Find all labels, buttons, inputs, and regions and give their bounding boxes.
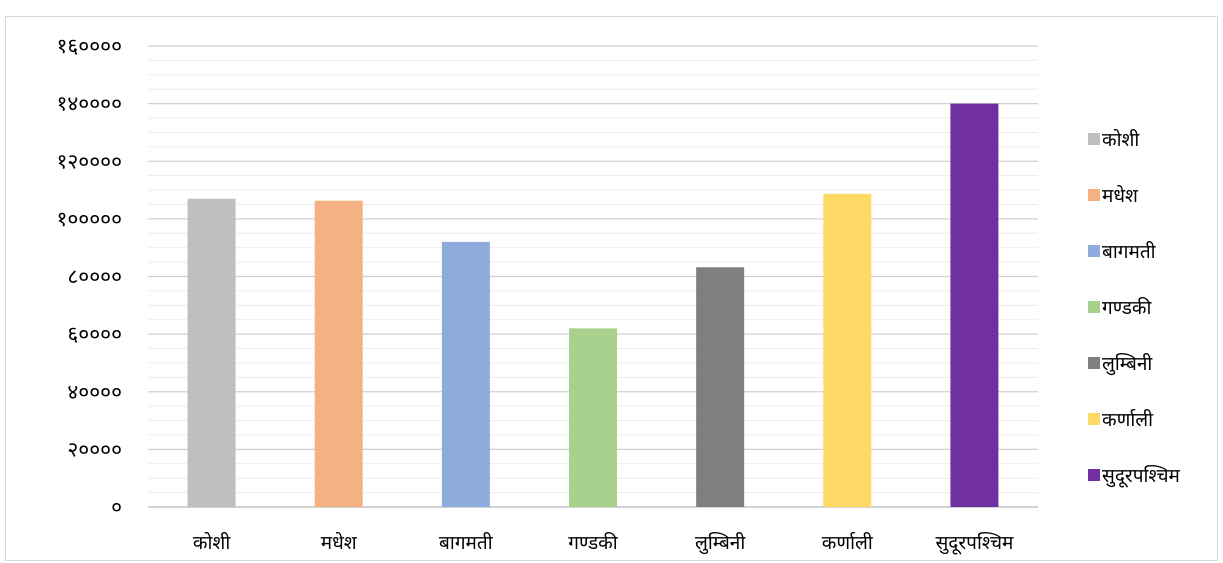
y-tick-label: ० <box>111 495 122 519</box>
bar-5 <box>696 267 745 507</box>
legend-swatch <box>1088 413 1100 425</box>
legend: कोशी मधेश बागमती गण्डकी लुम्बिनी कर्णाली सुदूर… <box>1088 128 1181 488</box>
y-tick-label: ४०००० <box>67 380 122 404</box>
x-category-label: कोशी <box>193 531 231 554</box>
legend-swatch <box>1088 469 1100 481</box>
legend-swatch <box>1088 301 1100 313</box>
legend-label: कोशी <box>1102 128 1140 151</box>
bar-1 <box>187 198 236 508</box>
y-tick-label: १४०००० <box>56 92 122 116</box>
bar-3 <box>441 241 490 508</box>
x-category-label: बागमती <box>439 531 494 554</box>
x-category-label: मधेश <box>321 531 358 554</box>
x-category-label: सुदूरपश्चिम <box>935 531 1014 555</box>
y-tick-label: १००००० <box>56 207 122 231</box>
y-tick-label: २०००० <box>67 437 122 461</box>
legend-swatch <box>1088 357 1100 369</box>
bar-7 <box>950 103 999 507</box>
y-tick-label: ६०००० <box>67 322 122 346</box>
bar-4 <box>569 328 617 507</box>
y-tick-label: १२०००० <box>56 149 122 173</box>
bar-2 <box>314 200 363 507</box>
legend-label: कर्णाली <box>1102 408 1154 431</box>
legend-swatch <box>1088 133 1100 145</box>
legend-label: गण्डकी <box>1102 296 1152 319</box>
y-axis-ticks: ० २०००० ४०००० ६०००० ८०००० १००००० १२०००० १४०००० १… <box>56 34 122 519</box>
legend-label: लुम्बिनी <box>1102 352 1153 376</box>
x-category-label: कर्णाली <box>822 531 874 554</box>
bars <box>187 103 999 508</box>
legend-label: बागमती <box>1102 240 1157 263</box>
x-axis-categories: कोशी मधेश बागमती गण्डकी लुम्बिनी कर्णाली सुदूर… <box>193 531 1014 555</box>
legend-swatch <box>1088 245 1100 257</box>
legend-swatch <box>1088 189 1100 201</box>
legend-label: सुदूरपश्चिम <box>1102 464 1181 488</box>
y-tick-label: ८०००० <box>67 265 122 289</box>
y-tick-label: १६०००० <box>56 34 122 58</box>
x-category-label: लुम्बिनी <box>695 531 746 555</box>
bar-6 <box>823 193 872 508</box>
legend-label: मधेश <box>1102 184 1139 207</box>
x-category-label: गण्डकी <box>568 531 618 554</box>
